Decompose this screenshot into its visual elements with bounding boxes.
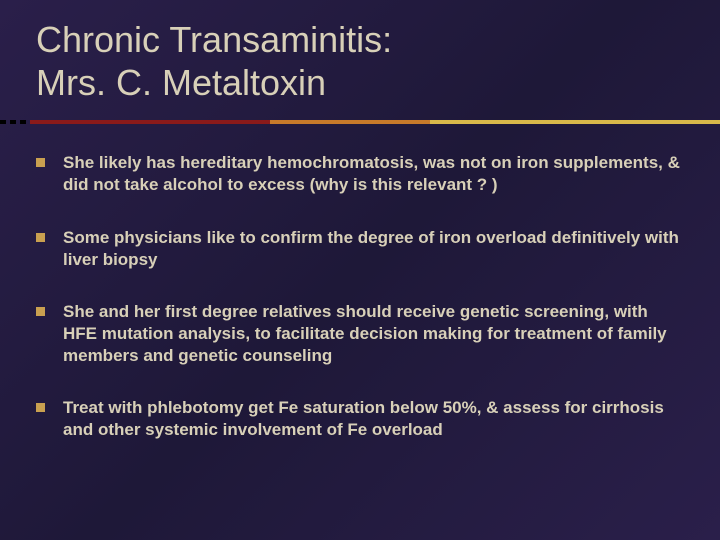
bullet-icon — [36, 158, 45, 167]
title-line-2: Mrs. C. Metaltoxin — [36, 61, 690, 104]
slide: Chronic Transaminitis: Mrs. C. Metaltoxi… — [0, 0, 720, 540]
bullet-text: She and her first degree relatives shoul… — [63, 301, 684, 367]
list-item: She and her first degree relatives shoul… — [36, 301, 684, 367]
bullet-text: Some physicians like to confirm the degr… — [63, 227, 684, 271]
bullet-text: She likely has hereditary hemochromatosi… — [63, 152, 684, 196]
title-area: Chronic Transaminitis: Mrs. C. Metaltoxi… — [0, 0, 720, 112]
bullet-icon — [36, 403, 45, 412]
bullet-icon — [36, 233, 45, 242]
list-item: Treat with phlebotomy get Fe saturation … — [36, 397, 684, 441]
bullet-text: Treat with phlebotomy get Fe saturation … — [63, 397, 684, 441]
list-item: Some physicians like to confirm the degr… — [36, 227, 684, 271]
body-area: She likely has hereditary hemochromatosi… — [0, 124, 720, 441]
bullet-icon — [36, 307, 45, 316]
title-line-1: Chronic Transaminitis: — [36, 18, 690, 61]
list-item: She likely has hereditary hemochromatosi… — [36, 152, 684, 196]
